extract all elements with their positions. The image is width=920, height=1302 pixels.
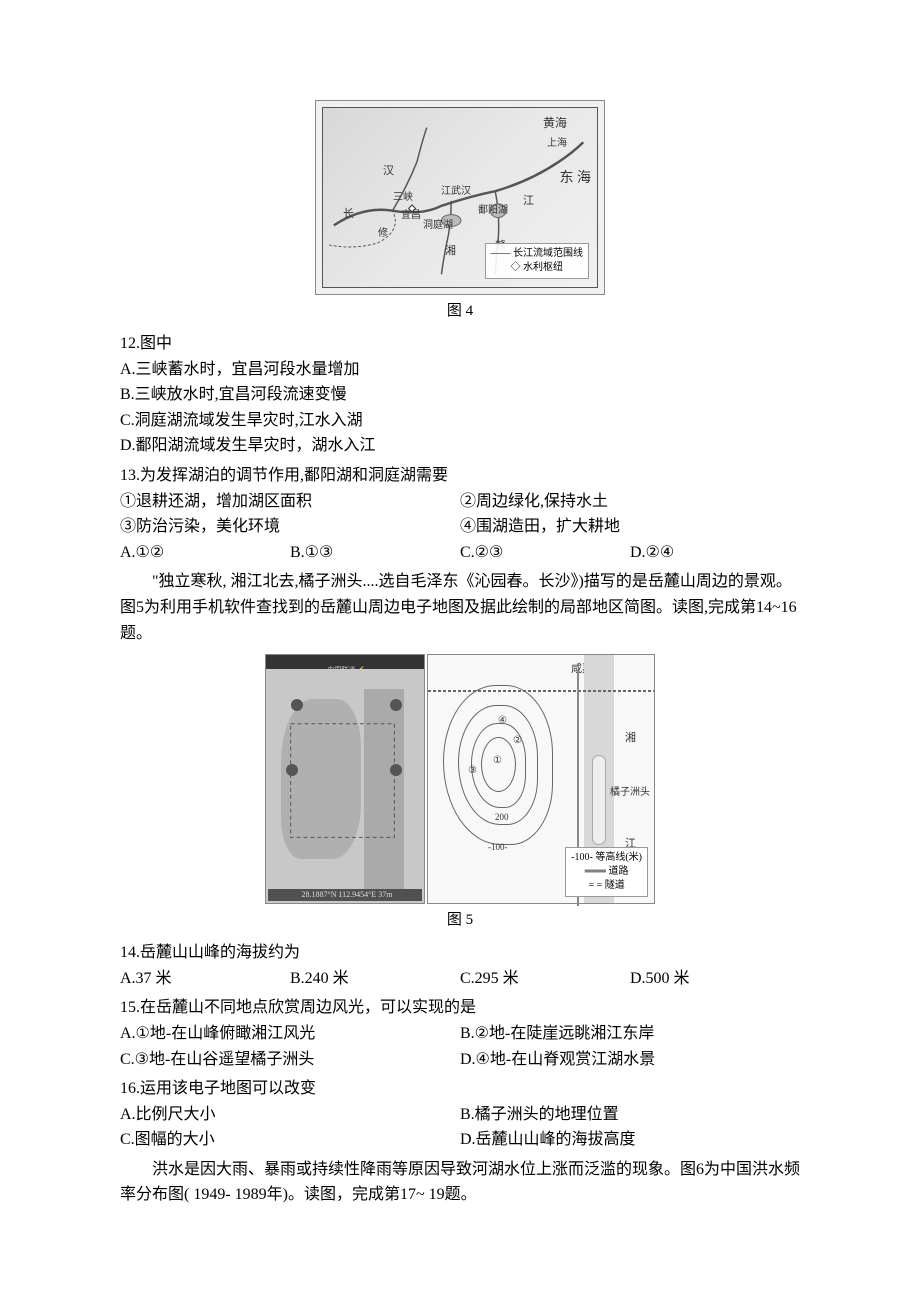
figure5-contour-map: 咸嘉湖 湘 江 橘子洲头 -100- 200 ① ② ③ ④ -100- 等高线…	[427, 654, 655, 904]
label-dongtinghu: 洞庭湖	[423, 218, 453, 234]
label-contour100: -100-	[488, 840, 508, 854]
label-xiang: 湘	[625, 730, 636, 748]
question-15: 15.在岳麓山不同地点欣赏周边风光，可以实现的是 A.①地-在山峰俯瞰湘江风光 …	[120, 995, 800, 1072]
question-13: 13.为发挥湖泊的调节作用,鄱阳湖和洞庭湖需要 ①退耕还湖，增加湖区面积 ②周边…	[120, 463, 800, 565]
phone-map-content: 28.1887°N 112.9454°E 37m	[266, 669, 424, 903]
label-yichang: 宜昌	[401, 208, 421, 224]
legend5-line1: -100- 等高线(米)	[571, 851, 642, 865]
q13-f4: ④围湖造田，扩大耕地	[460, 514, 800, 540]
q14-stem: 14.岳麓山山峰的海拔约为	[120, 940, 800, 966]
passage-figure5: "独立寒秋, 湘江北去,橘子洲头....选自毛泽东《沁园春。长沙》)描写的是岳麓…	[120, 569, 800, 646]
figure4-caption: 图 4	[120, 299, 800, 323]
legend5-line2: ═══ 道路	[571, 865, 642, 879]
q13-f2: ②周边绿化,保持水土	[460, 489, 800, 515]
label-jiang: 江	[523, 193, 534, 211]
marker-3: ③	[468, 763, 477, 779]
label-sanxia: 三峡	[393, 190, 413, 206]
figure4-legend: —— 长江流域范围线 ◇ 水利枢纽	[485, 243, 590, 279]
q15-c: C.③地-在山谷遥望橘子洲头	[120, 1047, 460, 1073]
q13-f1: ①退耕还湖，增加湖区面积	[120, 489, 460, 515]
figure5-phone: 中国联通 ⚡ 28.1887°N 112.9454°E 37m	[265, 654, 425, 904]
phone-status-bar: 中国联通 ⚡	[266, 655, 424, 669]
figure4-map: 黄海 东 海 三峡 宜昌 江武汉 洞庭湖 鄱阳湖 上海 汉 江 湘 赣 长 修 …	[315, 100, 605, 295]
q13-a: A.①②	[120, 540, 290, 566]
q16-b: B.橘子洲头的地理位置	[460, 1102, 800, 1128]
figure5-legend: -100- 等高线(米) ═══ 道路 = = 隧道	[565, 847, 648, 897]
q13-c: C.②③	[460, 540, 630, 566]
label-contour200: 200	[495, 810, 509, 824]
label-juzizhoutou: 橘子洲头	[610, 785, 650, 801]
label-xiang: 湘	[445, 243, 456, 261]
q13-b: B.①③	[290, 540, 460, 566]
q14-a: A.37 米	[120, 966, 290, 992]
road-1	[428, 690, 654, 692]
q15-a: A.①地-在山峰俯瞰湘江风光	[120, 1021, 460, 1047]
label-wuhan: 江武汉	[441, 184, 471, 200]
q14-d: D.500 米	[630, 966, 800, 992]
q12-b: B.三峡放水时,宜昌河段流速变慢	[120, 382, 800, 408]
question-16: 16.运用该电子地图可以改变 A.比例尺大小 B.橘子洲头的地理位置 C.图幅的…	[120, 1076, 800, 1153]
juzizhou-island	[592, 755, 606, 845]
q12-c: C.洞庭湖流域发生旱灾时,江水入湖	[120, 408, 800, 434]
marker-1: ①	[493, 753, 502, 769]
contour-area: -100- 200 ① ② ③ ④	[443, 685, 553, 845]
figure5-caption: 图 5	[120, 908, 800, 932]
q14-c: C.295 米	[460, 966, 630, 992]
q13-stem: 13.为发挥湖泊的调节作用,鄱阳湖和洞庭湖需要	[120, 463, 800, 489]
q16-stem: 16.运用该电子地图可以改变	[120, 1076, 800, 1102]
q12-d: D.鄱阳湖流域发生旱灾时，湖水入江	[120, 433, 800, 459]
label-huanghai: 黄海	[543, 114, 567, 133]
legend-line2: ◇ 水利枢纽	[491, 261, 584, 275]
q15-d: D.④地-在山脊观赏江湖水景	[460, 1047, 800, 1073]
q13-f3: ③防治污染，美化环境	[120, 514, 460, 540]
q12-a: A.三峡蓄水时，宜昌河段水量增加	[120, 357, 800, 383]
q15-b: B.②地-在陡崖远眺湘江东岸	[460, 1021, 800, 1047]
figure5: 中国联通 ⚡ 28.1887°N 112.9454°E 37m 咸嘉湖 湘 江	[265, 654, 655, 904]
q13-d: D.②④	[630, 540, 800, 566]
q15-stem: 15.在岳麓山不同地点欣赏周边风光，可以实现的是	[120, 995, 800, 1021]
passage-figure6: 洪水是因大雨、暴雨或持续性降雨等原因导致河湖水位上涨而泛滥的现象。图6为中国洪水…	[120, 1157, 800, 1208]
q16-c: C.图幅的大小	[120, 1127, 460, 1153]
label-donghai: 东 海	[560, 168, 592, 190]
question-14: 14.岳麓山山峰的海拔约为 A.37 米 B.240 米 C.295 米 D.5…	[120, 940, 800, 991]
label-xiu: 修	[378, 226, 388, 242]
legend-line1: —— 长江流域范围线	[491, 247, 584, 261]
label-han: 汉	[383, 163, 394, 181]
q16-d: D.岳麓山山峰的海拔高度	[460, 1127, 800, 1153]
figure4-inner: 黄海 东 海 三峡 宜昌 江武汉 洞庭湖 鄱阳湖 上海 汉 江 湘 赣 长 修 …	[322, 107, 598, 288]
q12-stem: 12.图中	[120, 331, 800, 357]
label-chang: 长	[343, 206, 354, 224]
marker-2: ②	[513, 733, 522, 749]
question-12: 12.图中 A.三峡蓄水时，宜昌河段水量增加 B.三峡放水时,宜昌河段流速变慢 …	[120, 331, 800, 459]
figure4-container: 黄海 东 海 三峡 宜昌 江武汉 洞庭湖 鄱阳湖 上海 汉 江 湘 赣 长 修 …	[120, 100, 800, 323]
label-shanghai: 上海	[547, 136, 567, 152]
q14-b: B.240 米	[290, 966, 460, 992]
marker-4: ④	[498, 713, 507, 729]
label-poyanghu: 鄱阳湖	[478, 203, 508, 219]
legend5-line3: = = 隧道	[571, 879, 642, 893]
q16-a: A.比例尺大小	[120, 1102, 460, 1128]
figure5-container: 中国联通 ⚡ 28.1887°N 112.9454°E 37m 咸嘉湖 湘 江	[120, 654, 800, 932]
phone-coords: 28.1887°N 112.9454°E 37m	[268, 889, 422, 901]
